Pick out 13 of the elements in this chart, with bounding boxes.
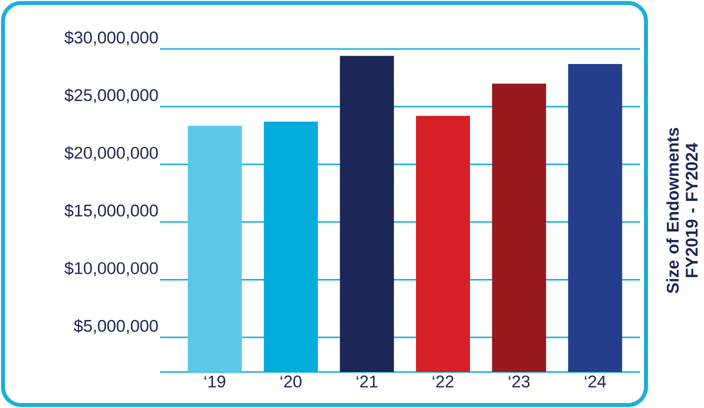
y-tick-label: $30,000,000 (64, 30, 158, 46)
y-tick-label: $20,000,000 (64, 146, 158, 161)
x-tick-label: ‘24 (584, 376, 606, 388)
y-tick-label: $5,000,000 (74, 319, 158, 334)
x-tick-label: ‘20 (280, 376, 302, 388)
y-axis-title: Size of Endowments FY2019 - FY2024 (666, 128, 698, 294)
x-tick-label: ‘23 (508, 376, 530, 388)
y-tick-label: $15,000,000 (64, 204, 158, 219)
x-tick-label: ‘22 (432, 376, 454, 388)
y-tick-label: $25,000,000 (64, 88, 158, 104)
x-tick-label: ‘21 (356, 376, 378, 388)
x-tick-label: ‘19 (204, 376, 226, 388)
y-tick-label: $10,000,000 (64, 261, 158, 276)
